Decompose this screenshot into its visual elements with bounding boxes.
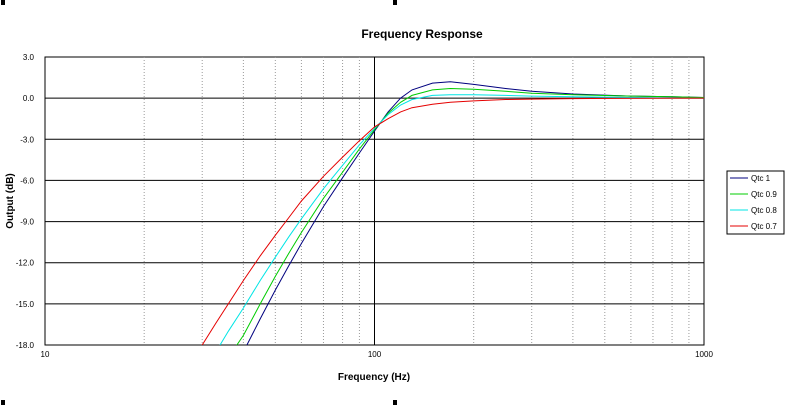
- y-tick-label: 0.0: [23, 94, 35, 103]
- y-tick-label: -6.0: [20, 176, 34, 185]
- legend-item-label: Qtc 1: [751, 174, 771, 183]
- resize-handle-top-left[interactable]: [1, 0, 5, 5]
- y-tick-label: -9.0: [20, 218, 34, 227]
- x-axis-label: Frequency (Hz): [338, 372, 410, 383]
- tick-labels: 3.0 0.0 -3.0 -6.0 -9.0 -12.0 -15.0 -18.0 10 100 10…: [16, 53, 714, 359]
- y-tick-label: -18.0: [16, 341, 35, 350]
- x-tick-label: 100: [368, 350, 382, 359]
- grid: [45, 57, 704, 345]
- legend-item-label: Qtc 0.7: [751, 222, 777, 231]
- series-line-qtc-1: [246, 81, 704, 345]
- x-tick-label: 1000: [695, 350, 713, 359]
- series-line-qtc-0-9: [236, 87, 704, 345]
- x-tick-label: 10: [41, 350, 50, 359]
- series-lines: [201, 81, 704, 345]
- y-tick-label: 3.0: [23, 53, 35, 62]
- y-tick-label: -15.0: [16, 300, 35, 309]
- y-axis-label: Output (dB): [5, 173, 16, 229]
- y-tick-label: -3.0: [20, 135, 34, 144]
- series-line-qtc-0-7: [201, 97, 704, 345]
- legend: Qtc 1 Qtc 0.9 Qtc 0.8 Qtc 0.7: [726, 170, 785, 235]
- y-tick-label: -12.0: [16, 259, 35, 268]
- legend-item-label: Qtc 0.9: [751, 190, 777, 199]
- series-line-qtc-0-8: [219, 94, 704, 345]
- chart-title: Frequency Response: [361, 27, 483, 41]
- resize-handle-bottom-left[interactable]: [1, 400, 5, 405]
- legend-item-label: Qtc 0.8: [751, 206, 777, 215]
- resize-handle-top-middle[interactable]: [393, 0, 397, 5]
- resize-handle-bottom-middle[interactable]: [393, 400, 397, 405]
- legend-box: [726, 170, 785, 235]
